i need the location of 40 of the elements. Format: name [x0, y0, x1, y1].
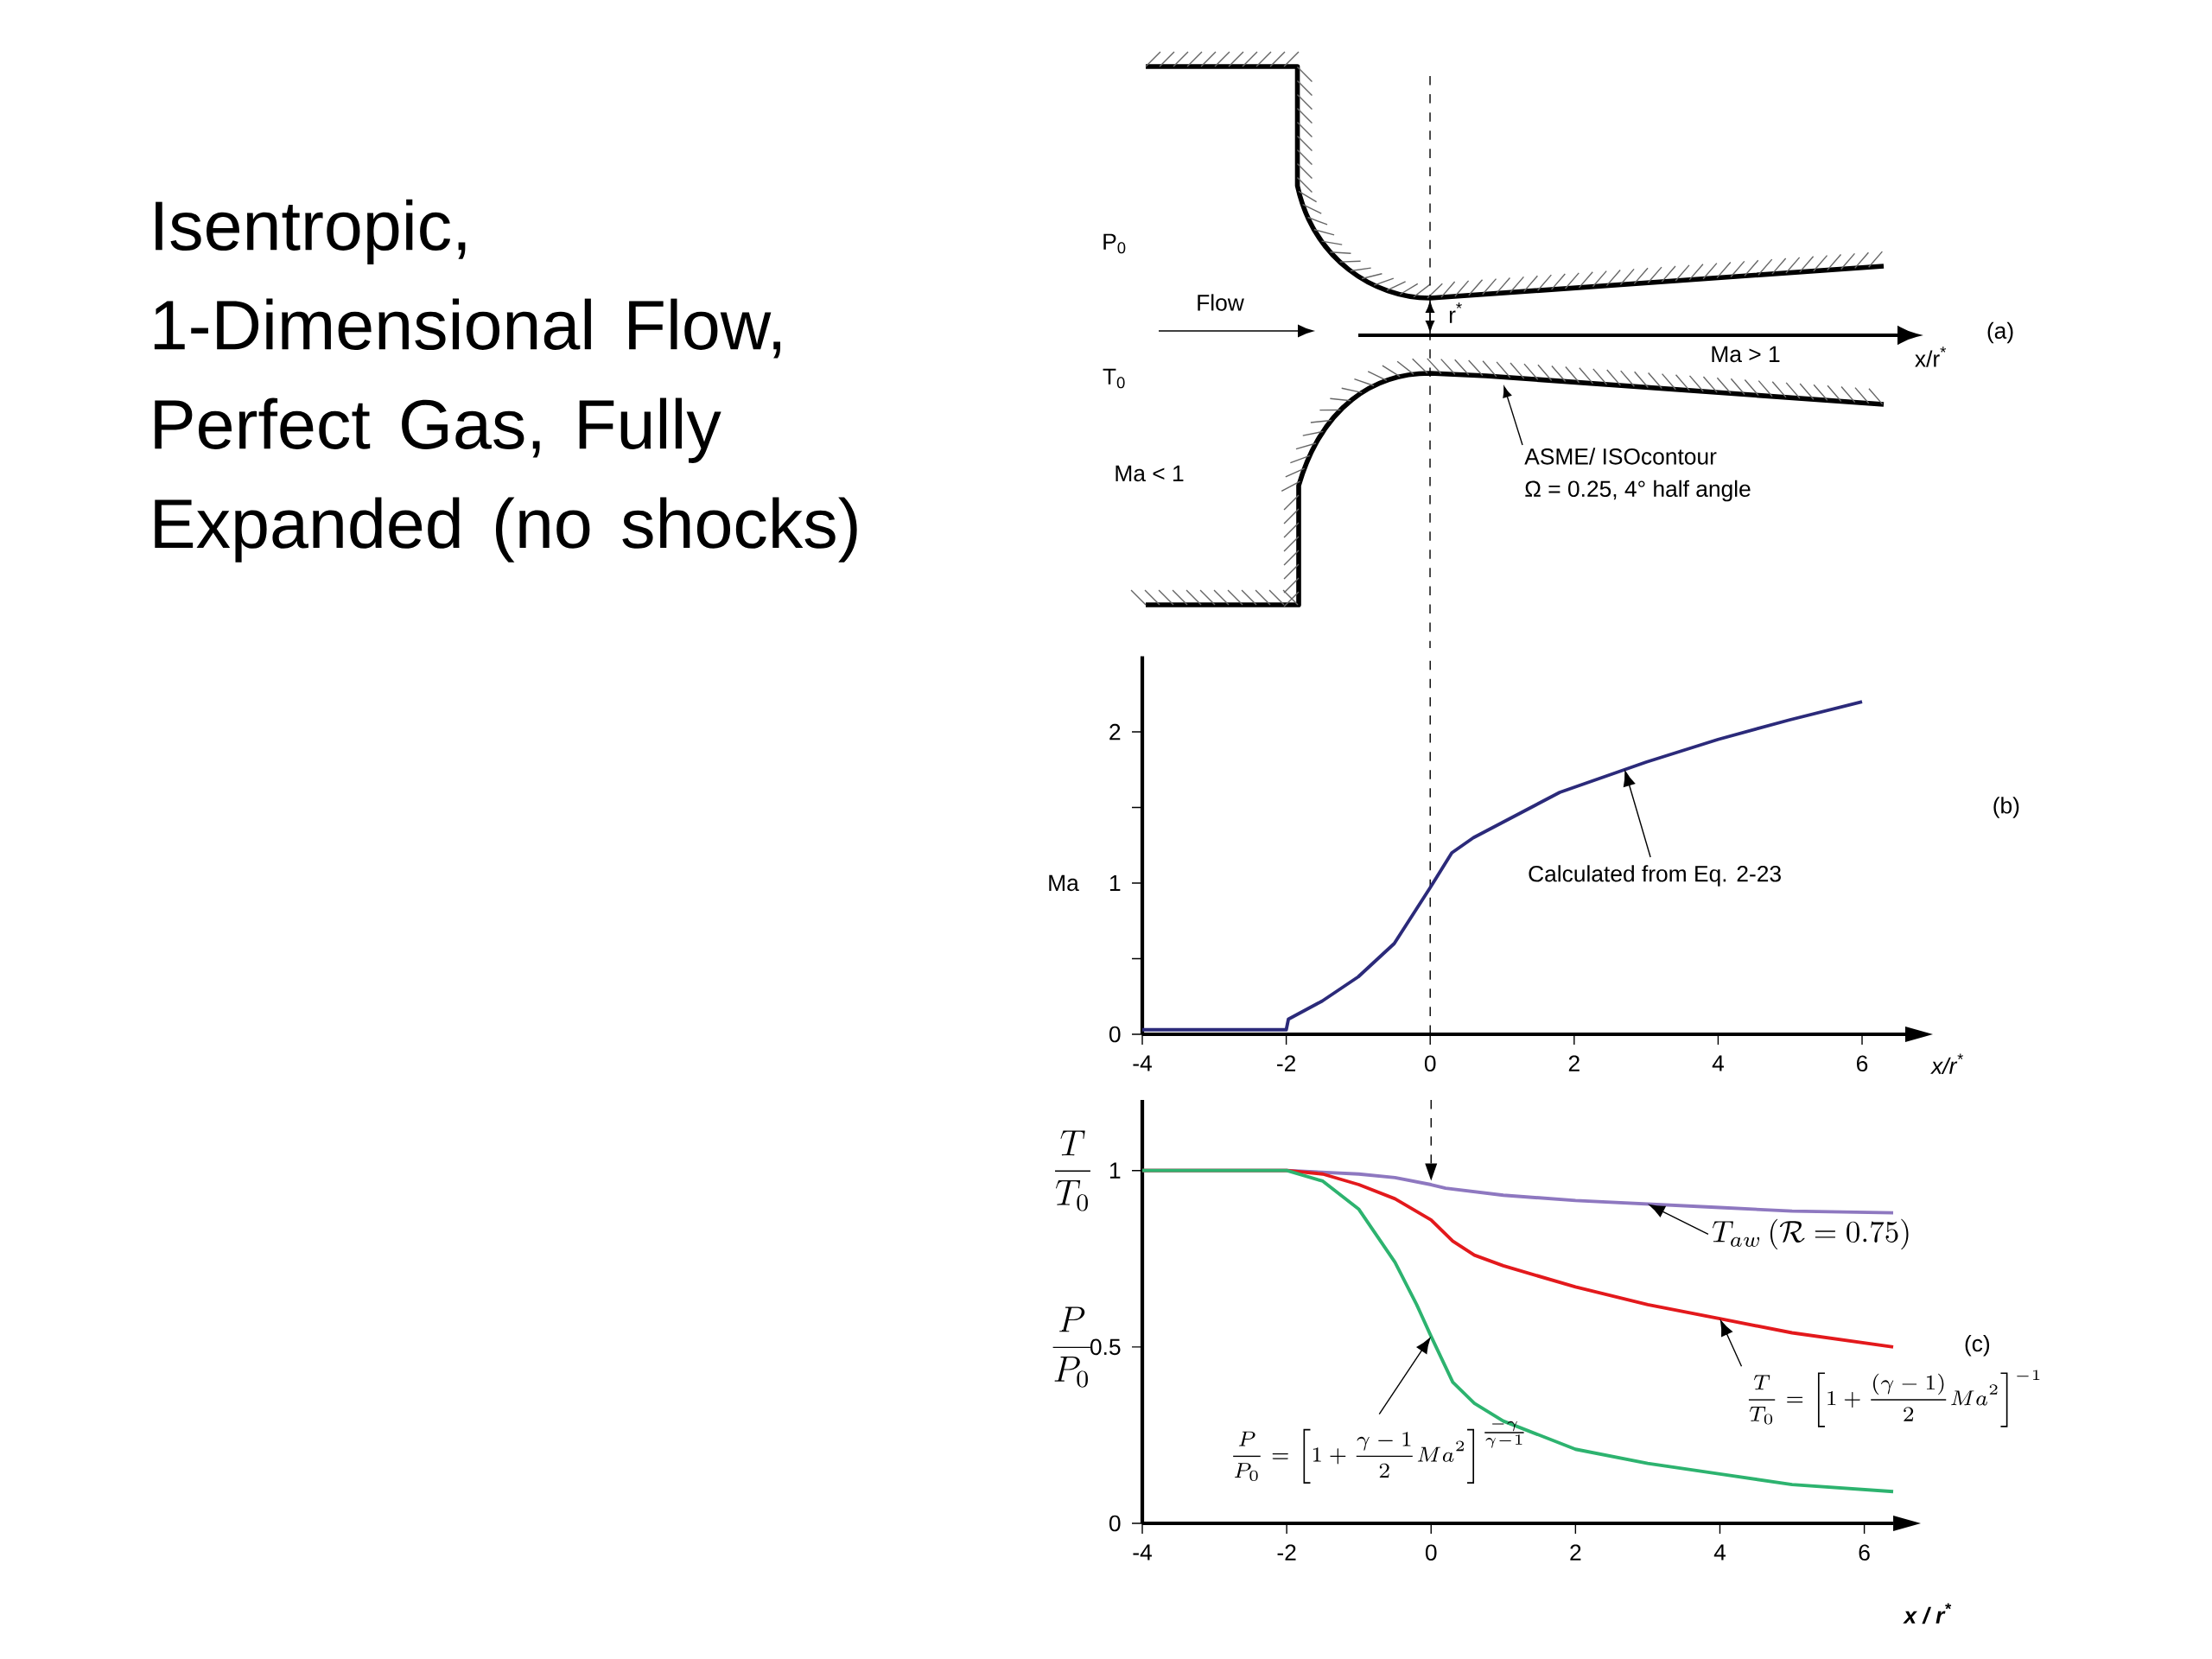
text: T$_{0}$ — [1103, 368, 1125, 389]
y-tick-label: 2 — [1109, 723, 1121, 741]
x-tick-label: 2 — [1568, 1055, 1580, 1071]
x-tick-label: 4 — [1713, 1544, 1726, 1560]
text: r$^{*}$ — [1449, 302, 1462, 323]
text: (a) — [1987, 321, 2013, 344]
text: Flow — [1198, 294, 1244, 311]
x-tick-label: -2 — [1277, 1055, 1296, 1071]
text: P$_{0}$ — [1103, 233, 1126, 254]
text: x/r$^{*}$ — [1915, 346, 1947, 367]
series-label: $T_{aw}\,(\mathcal{R}=0.75)$ — [1712, 1218, 1909, 1250]
x-tick-label: -4 — [1133, 1055, 1152, 1071]
text: $\frac{T}{T_0}$ — [1055, 1130, 1090, 1211]
y-tick-label: 0.5 — [1090, 1338, 1121, 1356]
series-label: $\frac{P}{P_0}=\left[1+\frac{\gamma-1}{2}Ma^2\right]^{\frac{-\gamma}{\gamma-1}}$ — [1233, 1421, 1524, 1484]
x-tick-label: -2 — [1277, 1544, 1296, 1560]
x-tick-label: 0 — [1425, 1544, 1437, 1561]
x-tick-label: 4 — [1712, 1055, 1724, 1071]
text: Ma < 1 — [1116, 465, 1184, 482]
x-tick-label: -4 — [1133, 1544, 1152, 1560]
y-tick-label: 1 — [1109, 1162, 1121, 1179]
text: Ω = 0.25, 4° half angle — [1525, 480, 1751, 502]
text: (b) — [1993, 797, 2019, 818]
x-tick-label: 6 — [1857, 1055, 1868, 1072]
x-axis-title: x/r$^{*}$ — [1930, 1053, 1964, 1074]
x-axis-title: x / r$^{*}$ — [1903, 1603, 1952, 1624]
y-tick-label: 0 — [1109, 1026, 1121, 1043]
y-tick-label: 1 — [1109, 874, 1121, 892]
x-tick-label: 2 — [1570, 1544, 1581, 1560]
text: ASME/ ISOcontour — [1524, 448, 1717, 465]
text: (c) — [1965, 1334, 1990, 1357]
y-tick-label: 0 — [1109, 1515, 1121, 1532]
annotation: Calculated from Eq. 2-23 — [1529, 865, 1781, 887]
text: Isentropic, 1-Dimensional Flow, Perfect Gas, Fully Expanded (no shocks) — [154, 199, 857, 563]
text: Ma > 1 — [1712, 346, 1780, 363]
x-tick-label: 0 — [1424, 1055, 1436, 1072]
x-tick-label: 6 — [1859, 1544, 1870, 1561]
text: $\frac{P}{P_0}$ — [1052, 1306, 1090, 1388]
series-label: $\frac{T}{T_0}=\left[1+\frac{(\gamma-1)}{2}Ma^2\right]^{-1}$ — [1748, 1370, 2040, 1427]
y-axis-title: Ma — [1049, 874, 1079, 892]
